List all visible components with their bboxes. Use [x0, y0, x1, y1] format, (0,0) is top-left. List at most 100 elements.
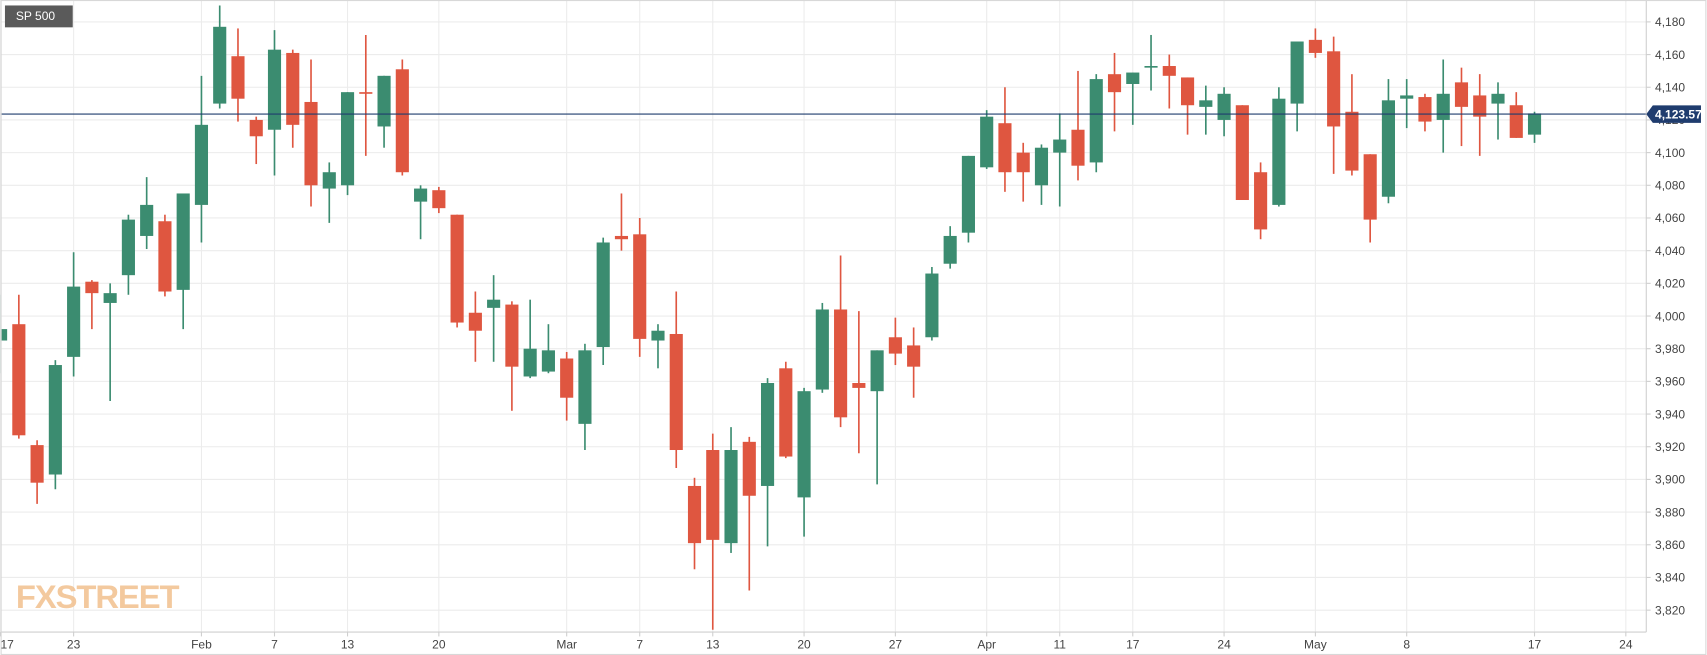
candle-body	[395, 69, 409, 173]
candle-body	[1418, 97, 1432, 122]
candle-body	[961, 155, 975, 233]
candle-body	[742, 441, 756, 496]
candle-body	[1527, 113, 1542, 135]
candle-body	[925, 273, 939, 338]
candle-body	[286, 52, 300, 125]
candle-body	[176, 193, 190, 290]
candle-body	[1345, 111, 1359, 171]
candle-body	[267, 49, 282, 130]
candle-body	[85, 281, 99, 294]
candle-body	[322, 172, 336, 189]
candle-body	[340, 92, 355, 186]
candle-body	[541, 350, 555, 372]
x-tick-label: 24	[1217, 637, 1231, 651]
candle-body	[523, 348, 537, 377]
candle-body	[998, 123, 1012, 173]
candle-body	[907, 345, 921, 367]
candle-body	[1034, 147, 1049, 186]
y-tick-label: 4,140	[1655, 81, 1685, 95]
y-tick-label: 4,020	[1655, 277, 1685, 291]
candle-body	[1016, 152, 1030, 173]
candle-body	[67, 286, 81, 357]
candle-body	[505, 304, 519, 367]
x-tick-label: 13	[341, 637, 355, 651]
candle-body	[1053, 139, 1067, 153]
y-tick-label: 3,980	[1655, 342, 1685, 356]
symbol-label: SP 500	[16, 9, 56, 23]
candle-body	[1254, 172, 1268, 230]
candle-body	[1162, 66, 1176, 76]
price-tag-label: 4,123.57	[1655, 107, 1702, 121]
candle-body	[487, 299, 501, 308]
candle-body	[760, 383, 775, 486]
candle-body	[706, 450, 720, 540]
candle-body	[1217, 93, 1231, 120]
candle-body	[304, 101, 318, 186]
y-tick-label: 3,940	[1655, 407, 1685, 421]
x-tick-label: 27	[889, 637, 903, 651]
candle-body	[815, 309, 829, 390]
candle-body	[870, 350, 884, 392]
candle-body	[651, 330, 665, 341]
candle-body	[633, 234, 647, 339]
candle-body	[0, 329, 8, 341]
candle-body	[1363, 154, 1377, 220]
x-tick-label: 11	[1053, 637, 1066, 651]
y-tick-label: 3,860	[1655, 538, 1685, 552]
candle-body	[249, 119, 263, 137]
y-tick-label: 4,160	[1655, 48, 1685, 62]
candle-body	[48, 365, 62, 475]
price-tag	[1646, 105, 1701, 123]
candle-body	[1327, 51, 1341, 127]
candle-body	[1089, 79, 1103, 163]
candle-body	[980, 116, 994, 168]
candle-body	[158, 221, 172, 292]
x-tick-label: 13	[706, 637, 720, 651]
x-tick-label: 17	[1126, 637, 1140, 651]
candle-body	[1144, 66, 1158, 68]
candle-body	[1181, 77, 1195, 106]
y-tick-label: 3,820	[1655, 603, 1685, 617]
candle-body	[669, 333, 683, 451]
candle-body	[852, 383, 866, 388]
y-tick-label: 4,100	[1655, 146, 1685, 160]
candle-body	[468, 312, 482, 331]
y-tick-label: 3,840	[1655, 571, 1685, 585]
candle-body	[1290, 41, 1304, 104]
candle-body	[194, 124, 209, 205]
x-tick-label: 7	[271, 637, 278, 651]
x-tick-label: 24	[1619, 637, 1633, 651]
watermark: FXSTREET	[16, 578, 180, 615]
candle-body	[213, 26, 227, 104]
candle-body	[1381, 100, 1395, 197]
candle-body	[414, 188, 428, 202]
candle-body	[12, 324, 26, 436]
x-tick-label: 23	[67, 637, 81, 651]
candle-body	[1126, 72, 1140, 84]
x-tick-label: 20	[432, 637, 446, 651]
candle-body	[1509, 105, 1523, 138]
candle-body	[687, 485, 702, 544]
x-tick-label: 7	[636, 637, 643, 651]
candle-body	[231, 56, 245, 99]
y-tick-label: 3,920	[1655, 440, 1685, 454]
x-tick-label: 8	[1403, 637, 1410, 651]
candle-body	[1199, 100, 1213, 107]
y-tick-label: 3,900	[1655, 473, 1685, 487]
candle-body	[578, 350, 592, 424]
candle-body	[1235, 105, 1249, 201]
y-tick-label: 4,040	[1655, 244, 1685, 258]
candle-body	[834, 309, 848, 418]
candle-body	[1454, 82, 1469, 107]
x-tick-label: Mar	[556, 637, 577, 651]
candle-body	[560, 358, 574, 398]
candle-body	[1400, 95, 1414, 99]
y-tick-label: 4,180	[1655, 15, 1685, 29]
x-tick-label: Feb	[191, 637, 212, 651]
candle-body	[1491, 93, 1505, 104]
y-tick-label: 4,060	[1655, 211, 1685, 225]
candle-body	[1107, 74, 1122, 93]
candle-body	[103, 293, 117, 303]
